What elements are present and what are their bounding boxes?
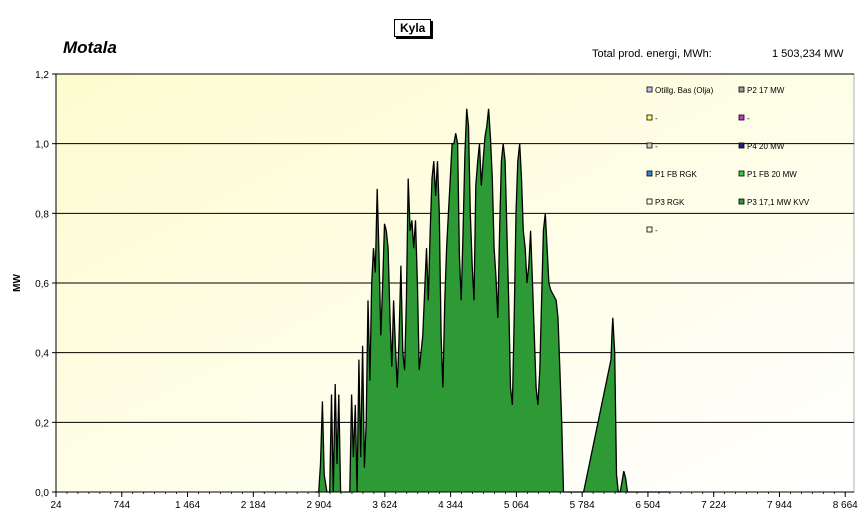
legend-label: P3 RGK [655,198,685,207]
legend-swatch [738,86,745,93]
total-energy-label: Total prod. energi, MWh: [592,48,712,60]
site-name: Motala [63,38,117,57]
x-tick-label: 24 [50,500,62,511]
x-tick-label: 3 624 [372,500,397,511]
series-area [315,108,670,493]
x-tick-label: 744 [113,500,130,511]
legend-item: - [646,114,658,123]
legend-swatch [738,198,745,205]
x-tick-label: 1 464 [175,500,200,511]
legend-item: P1 FB 20 MW [738,170,797,179]
legend-swatch [646,86,653,93]
legend: Otillg. Bas (Olja) P2 17 MW - - - P4 20 MW P1 … [646,86,810,235]
y-tick-label: 1,0 [35,140,49,151]
legend-label: - [655,226,658,235]
legend-label: - [655,114,658,123]
x-tick-label: 8 664 [833,500,858,511]
legend-item: - [646,142,658,151]
chart-title: Kyla [394,19,432,37]
y-tick-label: 0,2 [35,418,49,429]
legend-label: P3 17,1 MW KVV [747,198,810,207]
legend-swatch [738,114,745,121]
legend-item: P3 RGK [646,198,685,207]
legend-label: P4 20 MW [747,142,785,151]
legend-label: Otillg. Bas (Olja) [655,86,714,95]
x-tick-label: 7 224 [701,500,726,511]
x-tick-label: 5 784 [570,500,595,511]
legend-item: Otillg. Bas (Olja) [646,86,714,95]
total-energy-value: 1 503,234 MW [772,48,844,60]
legend-item: - [738,114,750,123]
legend-item: P4 20 MW [738,142,785,151]
legend-swatch [738,142,745,149]
y-tick-label: 0,8 [35,209,49,220]
axes [52,73,854,497]
y-tick-label: 0,6 [35,279,49,290]
legend-label: - [655,142,658,151]
series-area-fill [315,108,670,493]
y-tick-labels: 0,0 0,2 0,4 0,6 0,8 1,0 1,2 [35,70,49,499]
y-tick-label: 0,4 [35,349,49,360]
legend-label: P1 FB RGK [655,170,697,179]
x-tick-label: 5 064 [504,500,529,511]
x-tick-label: 2 184 [241,500,266,511]
x-tick-labels: 24 744 1 464 2 184 2 904 3 624 4 344 5 064 5 784… [50,500,858,511]
x-tick-label: 6 504 [635,500,660,511]
legend-swatch [646,114,653,121]
x-tick-label: 2 904 [307,500,332,511]
x-tick-label: 7 944 [767,500,792,511]
legend-item: - [646,226,658,235]
y-tick-label: 1,2 [35,70,49,81]
legend-label: - [747,114,750,123]
series-line [315,108,670,493]
legend-swatch [646,142,653,149]
legend-swatch [646,226,653,233]
legend-swatch [738,170,745,177]
y-tick-label: 0,0 [35,488,49,499]
legend-item: P2 17 MW [738,86,785,95]
x-tick-label: 4 344 [438,500,463,511]
legend-item: P3 17,1 MW KVV [738,198,810,207]
legend-label: P2 17 MW [747,86,785,95]
legend-swatch [646,170,653,177]
legend-item: P1 FB RGK [646,170,697,179]
y-axis-label: MW [12,274,23,292]
legend-swatch [646,198,653,205]
legend-label: P1 FB 20 MW [747,170,797,179]
